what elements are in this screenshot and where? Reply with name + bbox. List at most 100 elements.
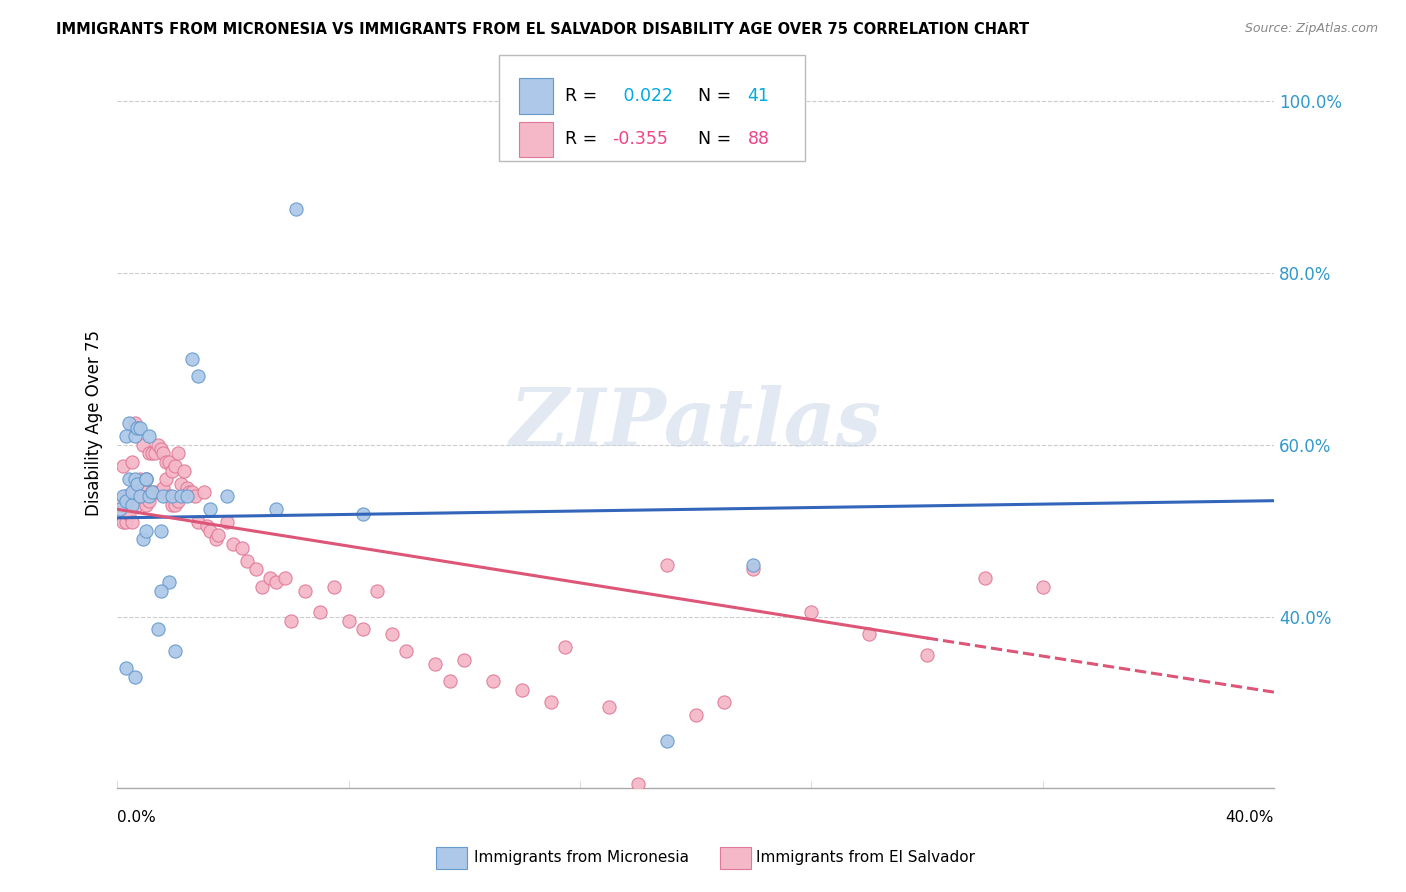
Point: [198, 502, 221, 516]
Bar: [519, 122, 554, 157]
Point: [160, 464, 183, 478]
Point: [176, 489, 198, 503]
Point: [157, 455, 180, 469]
Point: [108, 498, 131, 512]
Point: [250, 580, 273, 594]
Point: [157, 575, 180, 590]
Point: [181, 352, 204, 367]
Point: [800, 605, 823, 619]
Point: [915, 648, 938, 663]
Point: [129, 472, 152, 486]
Point: [655, 558, 678, 572]
Point: [187, 515, 209, 529]
Text: -0.355: -0.355: [612, 130, 668, 148]
Point: [1032, 580, 1054, 594]
Point: [510, 682, 533, 697]
Point: [115, 429, 138, 443]
Point: [135, 472, 157, 486]
Point: [264, 502, 287, 516]
Point: [152, 481, 174, 495]
Point: [742, 558, 765, 572]
Text: 88: 88: [748, 130, 769, 148]
Point: [118, 417, 141, 431]
Point: [173, 464, 195, 478]
Text: 41: 41: [748, 87, 769, 105]
Point: [124, 670, 146, 684]
Text: 0.0%: 0.0%: [117, 810, 156, 825]
Point: [160, 498, 183, 512]
Point: [231, 541, 253, 555]
Point: [280, 614, 302, 628]
Point: [264, 575, 287, 590]
Point: [352, 507, 374, 521]
Text: ZIPatlas: ZIPatlas: [509, 384, 882, 462]
Point: [453, 652, 475, 666]
Point: [193, 485, 215, 500]
Point: [160, 489, 183, 503]
Y-axis label: Disability Age Over 75: Disability Age Over 75: [86, 330, 103, 516]
Text: N =: N =: [688, 87, 737, 105]
Point: [540, 695, 562, 709]
Point: [274, 571, 297, 585]
Point: [132, 476, 155, 491]
Point: [742, 562, 765, 576]
Point: [141, 485, 163, 500]
Text: IMMIGRANTS FROM MICRONESIA VS IMMIGRANTS FROM EL SALVADOR DISABILITY AGE OVER 75: IMMIGRANTS FROM MICRONESIA VS IMMIGRANTS…: [56, 22, 1029, 37]
Point: [149, 524, 172, 538]
Point: [167, 493, 190, 508]
Point: [141, 485, 163, 500]
Point: [121, 498, 143, 512]
Point: [138, 446, 160, 460]
Point: [482, 673, 505, 688]
Point: [149, 485, 172, 500]
Point: [132, 438, 155, 452]
Point: [115, 493, 138, 508]
Point: [111, 459, 134, 474]
Point: [132, 533, 155, 547]
Point: [167, 446, 190, 460]
Point: [138, 429, 160, 443]
Point: [655, 734, 678, 748]
Point: [129, 421, 152, 435]
Point: [858, 626, 880, 640]
Point: [135, 524, 157, 538]
Point: [308, 605, 330, 619]
Point: [149, 583, 172, 598]
Point: [222, 536, 245, 550]
Text: R =: R =: [565, 87, 603, 105]
Point: [157, 489, 180, 503]
Text: Immigrants from El Salvador: Immigrants from El Salvador: [756, 850, 976, 864]
Point: [127, 421, 149, 435]
Point: [245, 562, 267, 576]
Point: [155, 472, 177, 486]
Point: [184, 489, 207, 503]
Point: [170, 489, 193, 503]
Point: [973, 571, 995, 585]
Point: [352, 623, 374, 637]
Point: [207, 528, 229, 542]
Point: [554, 640, 576, 654]
Point: [170, 476, 193, 491]
Point: [143, 485, 166, 500]
Bar: [519, 78, 554, 113]
Point: [124, 472, 146, 486]
Point: [124, 429, 146, 443]
Text: R =: R =: [565, 130, 603, 148]
Point: [121, 455, 143, 469]
Point: [217, 489, 239, 503]
Point: [129, 489, 152, 503]
Point: [115, 515, 138, 529]
Point: [163, 498, 186, 512]
Point: [152, 446, 174, 460]
Point: [337, 614, 360, 628]
Text: 0.022: 0.022: [619, 87, 673, 105]
Point: [155, 455, 177, 469]
Point: [135, 498, 157, 512]
Point: [115, 661, 138, 675]
Point: [187, 369, 209, 384]
Point: [135, 472, 157, 486]
Point: [627, 777, 650, 791]
Point: [285, 202, 308, 216]
Point: [439, 673, 461, 688]
Point: [395, 644, 418, 658]
